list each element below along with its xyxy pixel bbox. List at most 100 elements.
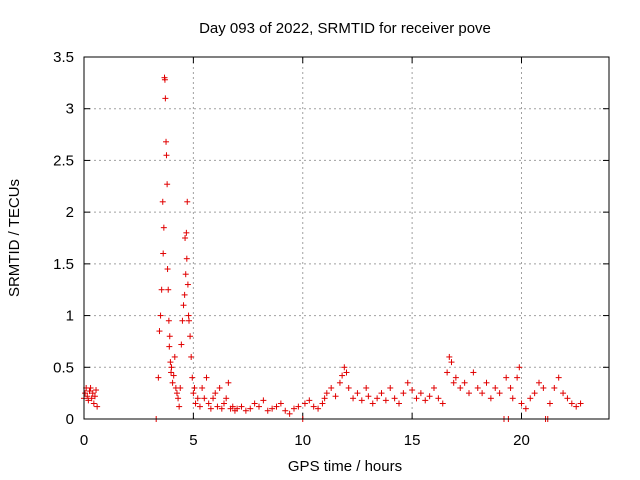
data-point	[179, 317, 186, 324]
data-point	[378, 390, 385, 397]
data-point	[409, 387, 416, 394]
data-point	[391, 395, 398, 402]
data-point	[84, 393, 91, 400]
data-point	[181, 291, 188, 298]
data-point	[319, 400, 326, 407]
data-point	[164, 181, 171, 188]
data-point	[256, 403, 262, 410]
y-tick-label: 1	[66, 308, 74, 325]
grid-layer	[84, 57, 609, 419]
data-point	[332, 393, 339, 400]
data-point	[315, 405, 322, 412]
data-point	[94, 403, 101, 410]
data-point	[247, 405, 254, 412]
data-point	[183, 229, 190, 236]
y-tick-label: 3.5	[53, 49, 74, 66]
data-point	[192, 400, 199, 407]
data-point	[90, 400, 97, 407]
data-point	[87, 384, 94, 391]
data-point	[159, 198, 166, 205]
y-tick-label: 0	[66, 411, 74, 428]
data-point	[435, 395, 442, 402]
data-point	[466, 390, 472, 397]
data-point	[527, 395, 534, 402]
data-point	[531, 390, 538, 397]
data-point	[328, 384, 335, 391]
data-point	[242, 407, 249, 414]
data-point	[487, 395, 494, 402]
data-point	[492, 384, 499, 391]
data-point	[210, 395, 217, 402]
plot-frame	[83, 56, 610, 420]
data-point	[238, 403, 245, 410]
data-point	[196, 403, 203, 410]
data-point	[168, 369, 175, 376]
data-point	[269, 405, 276, 412]
data-point	[336, 379, 343, 386]
x-axis-label: GPS time / hours	[288, 458, 402, 475]
data-point	[155, 374, 162, 381]
data-point	[194, 395, 201, 402]
data-point	[234, 405, 241, 412]
data-point	[365, 393, 372, 400]
data-point	[560, 390, 567, 397]
data-point	[166, 343, 173, 350]
data-point	[190, 390, 197, 397]
data-point	[88, 395, 95, 402]
data-point	[446, 353, 453, 360]
data-point	[341, 364, 348, 371]
data-point	[158, 286, 165, 293]
data-point	[354, 390, 361, 397]
data-point	[165, 286, 172, 293]
data-point	[540, 384, 547, 391]
data-point	[207, 405, 214, 412]
data-point	[161, 76, 168, 83]
data-point	[483, 379, 490, 386]
data-point	[89, 390, 96, 397]
data-point	[413, 395, 420, 402]
data-point	[479, 390, 486, 397]
data-point	[264, 407, 271, 414]
data-point	[400, 390, 407, 397]
data-point	[439, 400, 446, 407]
data-point	[503, 374, 510, 381]
data-point	[387, 384, 394, 391]
y-tick-label: 0.5	[53, 359, 74, 376]
data-point	[282, 407, 289, 414]
data-point	[374, 395, 381, 402]
data-point	[187, 333, 194, 340]
data-point	[166, 333, 173, 340]
y-tick-label: 2.5	[53, 152, 74, 169]
data-point	[323, 390, 330, 397]
data-point	[173, 390, 180, 397]
data-point	[160, 250, 167, 257]
data-point	[201, 395, 208, 402]
data-point	[82, 390, 89, 397]
data-point	[273, 403, 280, 410]
data-point	[170, 372, 177, 379]
data-point	[474, 384, 481, 391]
data-point	[180, 302, 187, 309]
data-point	[546, 400, 553, 407]
data-point	[165, 317, 172, 324]
data-point	[310, 403, 317, 410]
data-point	[182, 271, 189, 278]
data-point	[218, 405, 225, 412]
data-point	[260, 397, 267, 404]
data-point	[306, 397, 313, 404]
data-point	[91, 393, 98, 400]
data-point	[522, 405, 529, 412]
data-point	[223, 395, 230, 402]
data-point	[551, 384, 558, 391]
data-point	[363, 384, 370, 391]
y-axis-label: SRMTID / TECUs	[6, 179, 23, 297]
x-tick-label: 5	[189, 432, 197, 449]
x-tick-label: 0	[80, 432, 88, 449]
x-tick-label: 15	[404, 432, 421, 449]
data-point	[514, 374, 521, 381]
data-point	[321, 395, 328, 402]
data-point	[350, 395, 357, 402]
data-point	[444, 369, 451, 376]
data-point	[369, 400, 376, 407]
data-point	[189, 374, 196, 381]
